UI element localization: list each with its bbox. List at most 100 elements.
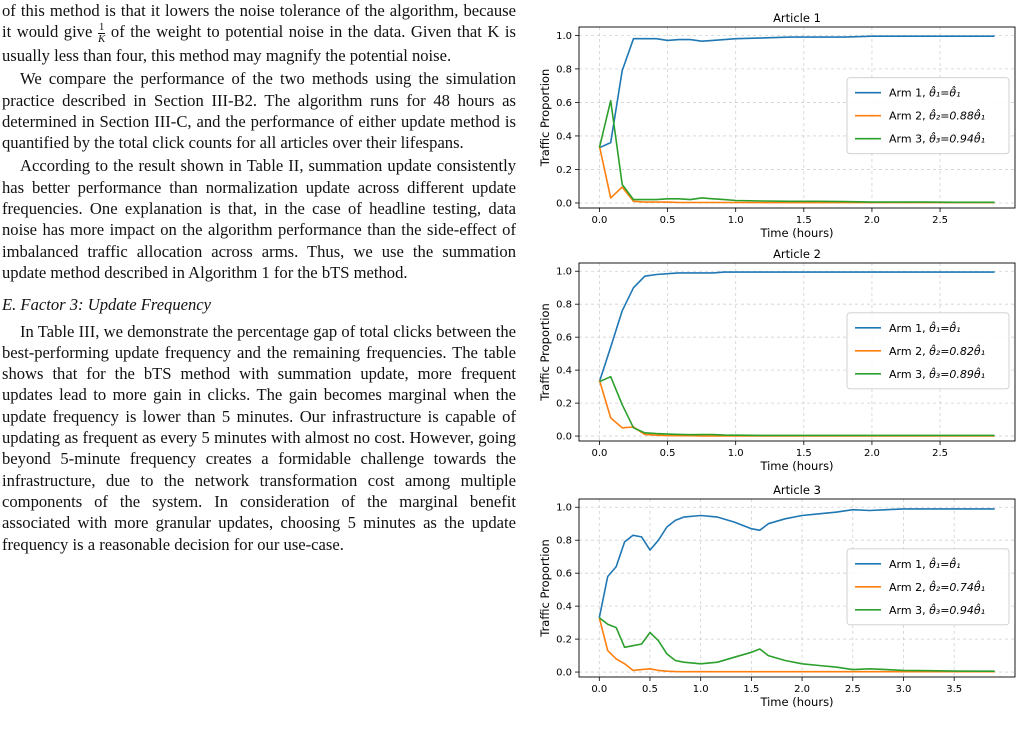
- legend-label-arm-3: Arm 3, θ̂₃=0.89θ̂₁: [889, 367, 985, 381]
- legend-label-text: Arm 1,: [889, 558, 929, 571]
- y-tick-label: 0.6: [556, 333, 572, 344]
- paragraph-noise-tolerance: of this method is that it lowers the noi…: [2, 0, 516, 66]
- legend-label-arm-2: Arm 2, θ̂₂=0.88θ̂₁: [889, 109, 985, 123]
- figure-charts: 0.0 0.5 1.0 1.5 2.0 2.5 0.0 0.2 0.4 0.6 0.8 1.0 Arti…: [520, 0, 1029, 745]
- x-tick-label: 3.5: [946, 684, 962, 695]
- y-tick-label: 0.2: [556, 399, 572, 410]
- legend-label-math: θ̂₂=0.74θ̂₁: [929, 580, 985, 594]
- plot-frame: [578, 26, 1016, 209]
- x-axis-label: Time (hours): [759, 695, 833, 709]
- y-tick-label: 0.4: [556, 602, 572, 613]
- legend-label-text: Arm 1,: [889, 322, 929, 335]
- x-tick-label: 1.5: [743, 684, 759, 695]
- x-tick-label: 1.5: [796, 215, 812, 226]
- x-tick-label: 2.5: [845, 684, 861, 695]
- y-tick-label: 0.0: [556, 432, 572, 443]
- legend-label-math: θ̂₃=0.94θ̂₁: [929, 132, 985, 146]
- legend-label-math: θ̂₃=0.89θ̂₁: [929, 367, 985, 381]
- x-tick-label: 2.5: [932, 448, 948, 459]
- series-line-arm-3: [598, 99, 995, 204]
- legend-label-arm-3: Arm 3, θ̂₃=0.94θ̂₁: [889, 132, 985, 146]
- paragraph-table-ii-result: According to the result shown in Table I…: [2, 156, 516, 282]
- legend-label-arm-1: Arm 1, θ̂₁=θ̂₁: [889, 321, 961, 335]
- legend-label-math: θ̂₁=θ̂₁: [929, 321, 961, 335]
- series-line-arm-1: [598, 271, 995, 382]
- series-line-arm-1: [598, 508, 995, 618]
- legend-label-arm-2: Arm 2, θ̂₂=0.82θ̂₁: [889, 344, 985, 358]
- legend-box: [846, 77, 1010, 155]
- legend-label-text: Arm 3,: [889, 368, 929, 381]
- x-tick-label: 0.5: [660, 448, 676, 459]
- y-tick-label: 1.0: [556, 267, 572, 278]
- x-tick-label: 0.5: [660, 215, 676, 226]
- x-tick-label: 1.0: [728, 448, 744, 459]
- y-tick-label: 0.8: [556, 64, 572, 75]
- chart-article-1: 0.0 0.5 1.0 1.5 2.0 2.5 0.0 0.2 0.4 0.6 0.8 1.0 Arti…: [538, 11, 1016, 240]
- paragraph-compare-methods: We compare the performance of the two me…: [2, 69, 516, 153]
- x-tick-label: 2.0: [794, 684, 810, 695]
- y-tick-label: 1.0: [556, 31, 572, 42]
- x-tick-label: 1.0: [728, 215, 744, 226]
- legend-label-text: Arm 1,: [889, 87, 929, 100]
- paragraph-part: of this method is that it lowers the noi…: [2, 1, 516, 42]
- chart-title: Article 1: [773, 11, 821, 25]
- x-tick-label: 0.0: [591, 215, 607, 226]
- plot-frame: [578, 498, 1016, 678]
- x-tick-label: 0.0: [591, 448, 607, 459]
- legend-label-text: Arm 2,: [889, 581, 929, 594]
- series-line-arm-2: [598, 617, 995, 673]
- legend-label-math: θ̂₃=0.94θ̂₁: [929, 603, 985, 617]
- series-line-arm-3: [599, 375, 995, 437]
- x-tick-label: 2.5: [932, 215, 948, 226]
- y-tick-label: 0.6: [556, 98, 572, 109]
- y-tick-label: 0.0: [556, 668, 572, 679]
- paragraph-update-frequency: In Table III, we demonstrate the percent…: [2, 321, 516, 554]
- legend-label-text: Arm 2,: [889, 345, 929, 358]
- y-tick-label: 0.4: [556, 366, 572, 377]
- y-tick-label: 0.8: [556, 536, 572, 547]
- y-axis-label: Traffic Proportion: [538, 539, 552, 638]
- y-axis-label: Traffic Proportion: [538, 69, 552, 168]
- legend-label-text: Arm 3,: [889, 604, 929, 617]
- y-axis-label: Traffic Proportion: [538, 303, 552, 402]
- fraction-denominator: K: [97, 32, 106, 45]
- legend-label-math: θ̂₂=0.82θ̂₁: [929, 344, 985, 358]
- fraction-numerator: 1: [97, 20, 106, 34]
- legend-label-math: θ̂₂=0.88θ̂₁: [929, 109, 985, 123]
- y-tick-label: 0.0: [556, 198, 572, 209]
- paragraph-part: of the weight to potential noise in the …: [2, 22, 516, 65]
- x-tick-label: 0.0: [591, 684, 607, 695]
- series-line-arm-1: [599, 35, 995, 149]
- chart-article-3: 0.0 0.5 1.0 1.5 2.0 2.5 3.0 3.5 0.0 0.2 0.4 0.6 0.8 1…: [538, 483, 1016, 709]
- legend-box: [846, 548, 1010, 626]
- series-line-arm-2: [598, 145, 995, 204]
- legend-label-arm-1: Arm 1, θ̂₁=θ̂₁: [889, 557, 961, 571]
- legend-label-arm-1: Arm 1, θ̂₁=θ̂₁: [889, 86, 961, 100]
- y-tick-label: 0.6: [556, 569, 572, 580]
- legend-label-math: θ̂₁=θ̂₁: [929, 86, 961, 100]
- section-heading: E. Factor 3: Update Frequency: [2, 295, 212, 315]
- x-tick-label: 2.0: [864, 448, 880, 459]
- series-line-arm-3: [598, 617, 995, 673]
- x-axis-label: Time (hours): [759, 459, 833, 473]
- charts-svg: 0.0 0.5 1.0 1.5 2.0 2.5 0.0 0.2 0.4 0.6 0.8 1.0 Arti…: [538, 11, 1016, 709]
- legend-label-arm-3: Arm 3, θ̂₃=0.94θ̂₁: [889, 603, 985, 617]
- paper-text-column: of this method is that it lowers the noi…: [2, 0, 516, 555]
- chart-title: Article 2: [773, 247, 821, 261]
- chart-article-2: 0.0 0.5 1.0 1.5 2.0 2.5 0.0 0.2 0.4 0.6 0.8 1.0 Arti…: [538, 247, 1016, 473]
- x-tick-label: 0.5: [642, 684, 658, 695]
- y-tick-label: 0.8: [556, 300, 572, 311]
- legend-box: [846, 312, 1010, 390]
- chart-title: Article 3: [773, 483, 821, 497]
- y-tick-label: 0.2: [556, 635, 572, 646]
- legend-label-arm-2: Arm 2, θ̂₂=0.74θ̂₁: [889, 580, 985, 594]
- y-tick-label: 0.2: [556, 165, 572, 176]
- x-tick-label: 2.0: [864, 215, 880, 226]
- legend-label-text: Arm 2,: [889, 110, 929, 123]
- x-tick-label: 1.0: [693, 684, 709, 695]
- y-tick-label: 0.4: [556, 131, 572, 142]
- x-tick-label: 1.5: [796, 448, 812, 459]
